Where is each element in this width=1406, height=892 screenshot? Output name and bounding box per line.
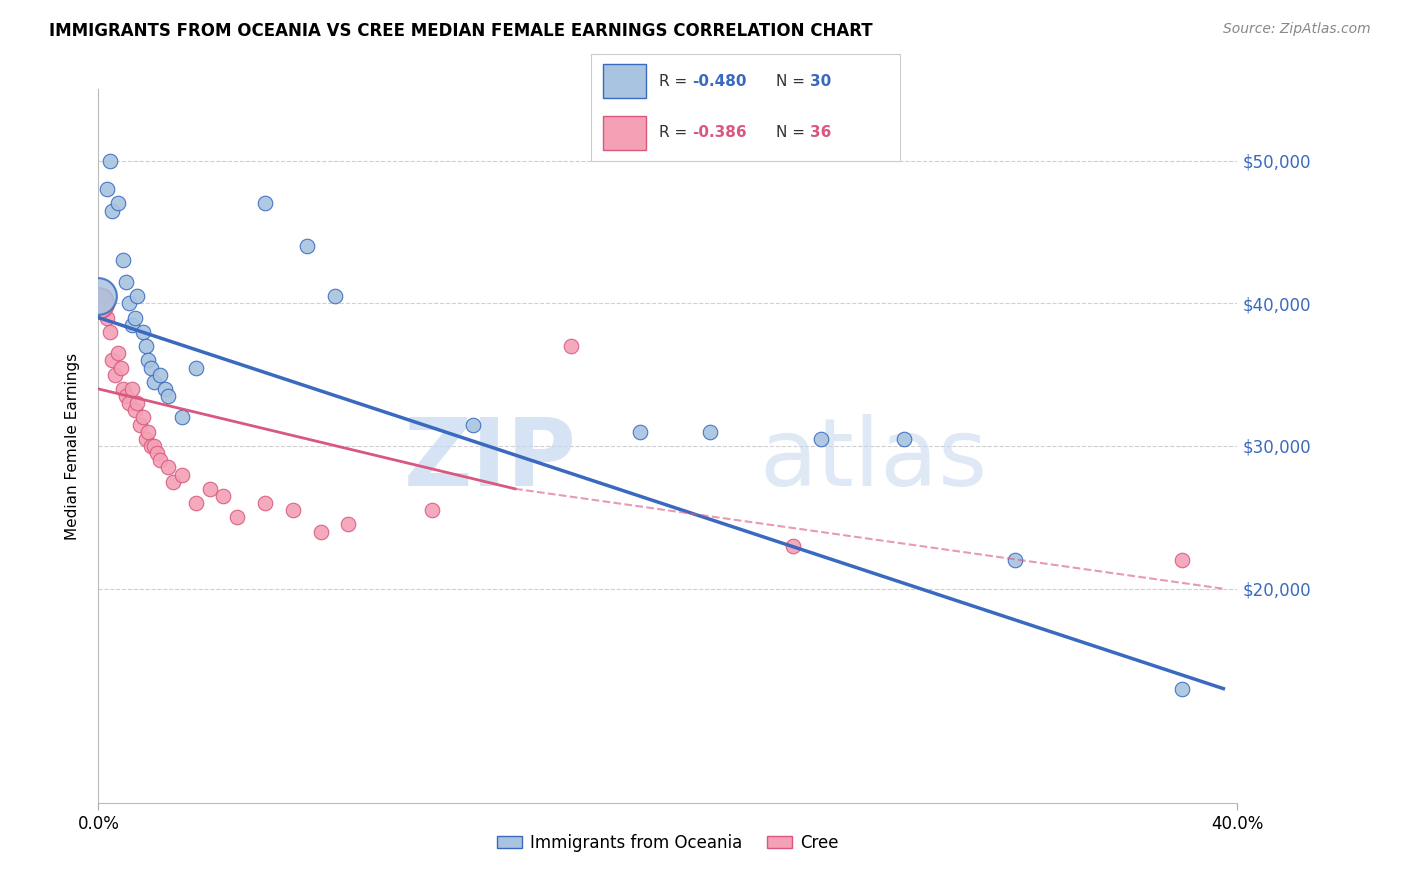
- Point: [98, 325, 121, 339]
- Point: [124, 403, 146, 417]
- Point: [112, 382, 135, 396]
- Point: [115, 275, 138, 289]
- Point: [96, 182, 118, 196]
- Point: [309, 524, 332, 539]
- Legend: Immigrants from Oceania, Cree: Immigrants from Oceania, Cree: [489, 828, 846, 859]
- Point: [135, 339, 157, 353]
- Text: -0.480: -0.480: [693, 74, 747, 89]
- Text: 36: 36: [810, 125, 831, 140]
- Point: [101, 203, 124, 218]
- Point: [226, 510, 249, 524]
- Point: [87, 289, 110, 303]
- Bar: [603, 116, 647, 150]
- Point: [121, 318, 143, 332]
- Text: ZIP: ZIP: [404, 414, 576, 507]
- Point: [148, 368, 170, 382]
- Point: [893, 432, 915, 446]
- Point: [337, 517, 360, 532]
- Point: [1170, 681, 1192, 696]
- Point: [254, 496, 277, 510]
- Point: [281, 503, 304, 517]
- Bar: [603, 64, 647, 98]
- Point: [121, 382, 143, 396]
- Point: [810, 432, 832, 446]
- Point: [254, 196, 277, 211]
- Text: -0.386: -0.386: [693, 125, 747, 140]
- Point: [107, 196, 129, 211]
- Point: [1170, 553, 1192, 567]
- Point: [135, 432, 157, 446]
- Point: [110, 360, 132, 375]
- Point: [138, 353, 160, 368]
- Point: [145, 446, 167, 460]
- Point: [162, 475, 184, 489]
- Point: [156, 389, 179, 403]
- Point: [156, 460, 179, 475]
- Y-axis label: Median Female Earnings: Median Female Earnings: [65, 352, 80, 540]
- Point: [143, 375, 166, 389]
- Point: [141, 360, 163, 375]
- Point: [104, 368, 127, 382]
- Point: [107, 346, 129, 360]
- Point: [118, 296, 141, 310]
- Point: [170, 410, 193, 425]
- Point: [87, 296, 110, 310]
- Point: [560, 339, 582, 353]
- Text: IMMIGRANTS FROM OCEANIA VS CREE MEDIAN FEMALE EARNINGS CORRELATION CHART: IMMIGRANTS FROM OCEANIA VS CREE MEDIAN F…: [49, 22, 873, 40]
- Point: [295, 239, 318, 253]
- Point: [699, 425, 721, 439]
- Text: 30: 30: [810, 74, 831, 89]
- Text: atlas: atlas: [759, 414, 987, 507]
- Point: [93, 289, 115, 303]
- Point: [143, 439, 166, 453]
- Point: [129, 417, 152, 432]
- Text: R =: R =: [658, 74, 686, 89]
- Point: [132, 325, 155, 339]
- Point: [127, 289, 149, 303]
- Point: [132, 410, 155, 425]
- Point: [420, 503, 443, 517]
- Point: [101, 353, 124, 368]
- Point: [96, 310, 118, 325]
- Point: [138, 425, 160, 439]
- Point: [198, 482, 221, 496]
- Point: [141, 439, 163, 453]
- Text: R =: R =: [658, 125, 686, 140]
- Point: [184, 496, 207, 510]
- Point: [98, 153, 121, 168]
- Point: [212, 489, 235, 503]
- Text: N =: N =: [776, 125, 806, 140]
- Point: [323, 289, 346, 303]
- Point: [112, 253, 135, 268]
- Point: [184, 360, 207, 375]
- Point: [148, 453, 170, 467]
- Point: [118, 396, 141, 410]
- Point: [628, 425, 651, 439]
- Text: N =: N =: [776, 74, 806, 89]
- Point: [1004, 553, 1026, 567]
- Point: [153, 382, 176, 396]
- Point: [124, 310, 146, 325]
- Point: [115, 389, 138, 403]
- Point: [782, 539, 804, 553]
- Point: [463, 417, 485, 432]
- Point: [127, 396, 149, 410]
- Point: [170, 467, 193, 482]
- Text: Source: ZipAtlas.com: Source: ZipAtlas.com: [1223, 22, 1371, 37]
